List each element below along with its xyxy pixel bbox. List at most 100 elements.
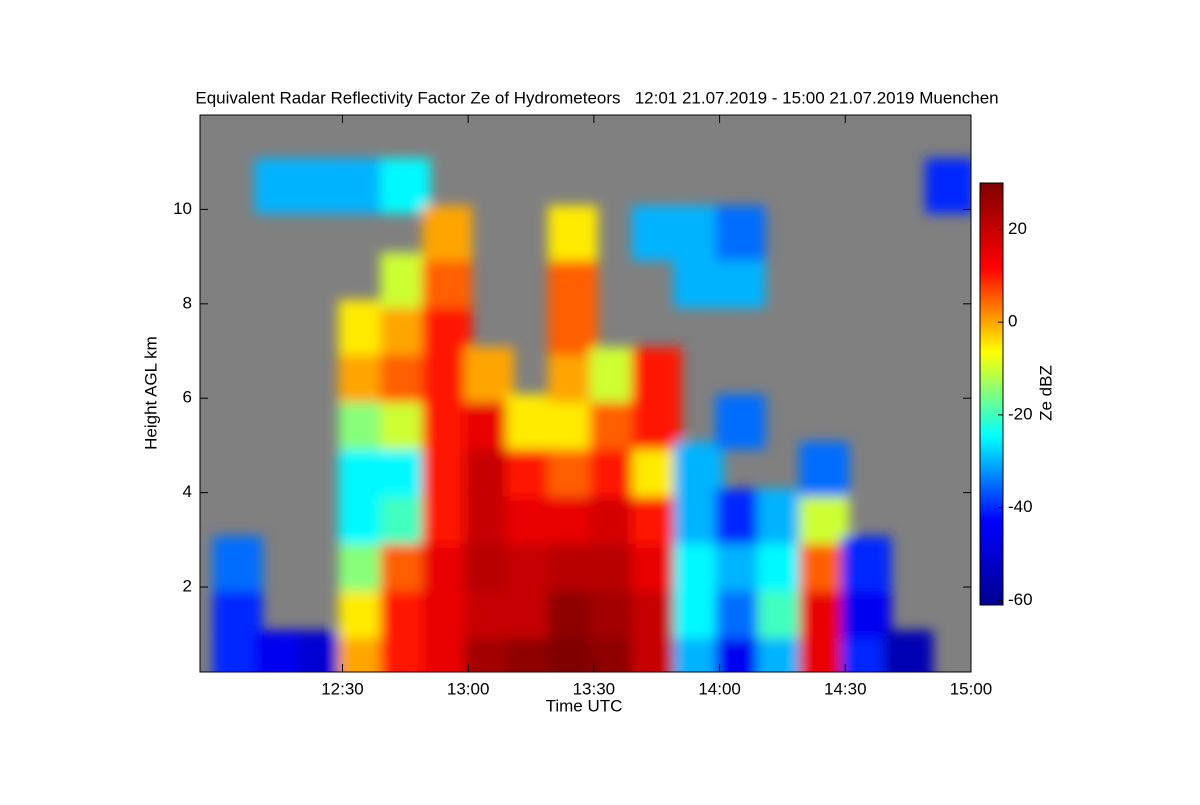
heat-cell xyxy=(631,347,682,403)
heat-cell xyxy=(715,583,766,639)
heat-cell xyxy=(506,394,556,450)
heat-cell xyxy=(380,158,431,214)
colorbar-tick-label: -20 xyxy=(1008,404,1033,423)
heat-cell xyxy=(547,252,598,308)
x-tick-label: 13:00 xyxy=(447,679,490,698)
x-tick-label: 15:00 xyxy=(950,679,993,698)
heat-cell xyxy=(631,583,682,639)
heat-cell xyxy=(547,299,598,356)
heat-cell xyxy=(631,441,682,497)
heat-cell xyxy=(464,583,515,639)
heat-cell xyxy=(673,535,724,592)
heat-cell xyxy=(422,535,473,592)
heat-cell xyxy=(506,583,556,639)
colorbar-tick-label: 20 xyxy=(1008,219,1027,238)
heat-cell xyxy=(589,488,640,544)
heat-cell xyxy=(841,535,892,592)
heat-cell xyxy=(547,488,598,544)
heat-cell xyxy=(254,158,305,214)
heat-cell xyxy=(422,205,473,261)
heat-cell xyxy=(757,535,808,592)
x-tick-label: 13:30 xyxy=(573,679,616,698)
heat-cell xyxy=(799,535,850,592)
colorbar-tick-label: -40 xyxy=(1008,497,1033,516)
heat-cell xyxy=(296,158,347,214)
heat-cell xyxy=(338,347,389,403)
y-tick-label: 6 xyxy=(183,388,192,407)
heat-cell xyxy=(338,488,389,544)
heat-cell xyxy=(422,252,473,308)
heat-cell xyxy=(338,535,389,592)
heat-cell xyxy=(338,158,389,214)
heat-cell xyxy=(380,583,431,639)
y-axis-label: Height AGL km xyxy=(141,336,160,450)
heat-cell xyxy=(464,488,515,544)
heat-cell xyxy=(422,347,473,403)
heat-cell xyxy=(464,535,515,592)
heat-cell xyxy=(715,252,766,308)
x-tick-label: 12:30 xyxy=(321,679,364,698)
heat-cell xyxy=(380,347,431,403)
heat-cell xyxy=(673,441,724,497)
heat-cell xyxy=(673,205,724,261)
heat-cell xyxy=(883,630,934,672)
heat-cell xyxy=(757,583,808,639)
x-tick-label: 14:00 xyxy=(698,679,741,698)
heat-cell xyxy=(296,630,347,672)
heat-cell xyxy=(799,488,850,544)
plot-frame xyxy=(199,114,972,673)
heat-cell xyxy=(589,441,640,497)
heat-cell xyxy=(547,583,598,639)
heat-cell xyxy=(506,441,556,497)
heat-cell xyxy=(799,583,850,639)
heat-cell xyxy=(380,394,431,450)
heat-cell xyxy=(464,347,515,403)
heat-cell xyxy=(799,441,850,497)
heat-cell xyxy=(338,299,389,356)
heat-cell xyxy=(673,583,724,639)
heat-cell xyxy=(380,535,431,592)
heatmap xyxy=(212,158,971,672)
colorbar-tick-label: -60 xyxy=(1008,590,1033,609)
heat-cell xyxy=(464,394,515,450)
heat-cell xyxy=(547,394,598,450)
heat-cell xyxy=(589,394,640,450)
heat-cell xyxy=(338,394,389,450)
heat-cell xyxy=(631,488,682,544)
heat-cell xyxy=(757,488,808,544)
heat-cell xyxy=(422,583,473,639)
x-tick-label: 14:30 xyxy=(824,679,867,698)
y-tick-label: 2 xyxy=(183,577,192,596)
heat-cell xyxy=(506,535,556,592)
heat-cell xyxy=(547,347,598,403)
heat-cell xyxy=(422,441,473,497)
heat-cell xyxy=(841,583,892,639)
heat-cell xyxy=(715,394,766,450)
heat-cell xyxy=(212,583,263,639)
x-axis-label: Time UTC xyxy=(546,696,623,715)
heat-cell xyxy=(380,441,431,497)
heat-cell xyxy=(715,205,766,261)
heat-cell xyxy=(464,441,515,497)
heat-cell xyxy=(631,394,682,450)
y-tick-label: 4 xyxy=(183,482,192,501)
heat-cell xyxy=(589,583,640,639)
heat-cell xyxy=(506,488,556,544)
heat-cell xyxy=(673,488,724,544)
heat-cell xyxy=(380,488,431,544)
heat-cell xyxy=(422,488,473,544)
heat-cell xyxy=(422,394,473,450)
heat-cell xyxy=(212,535,263,592)
heat-cell xyxy=(715,535,766,592)
colorbar-tick-label: 0 xyxy=(1008,312,1017,331)
heat-cell xyxy=(338,441,389,497)
heat-cell xyxy=(547,205,598,261)
colorbar xyxy=(979,182,1004,606)
heat-cell xyxy=(422,299,473,356)
chart-title: Equivalent Radar Reflectivity Factor Ze … xyxy=(195,88,998,107)
heat-cell xyxy=(631,535,682,592)
y-tick-label: 10 xyxy=(173,199,192,218)
heat-cell xyxy=(547,441,598,497)
heat-cell xyxy=(589,535,640,592)
